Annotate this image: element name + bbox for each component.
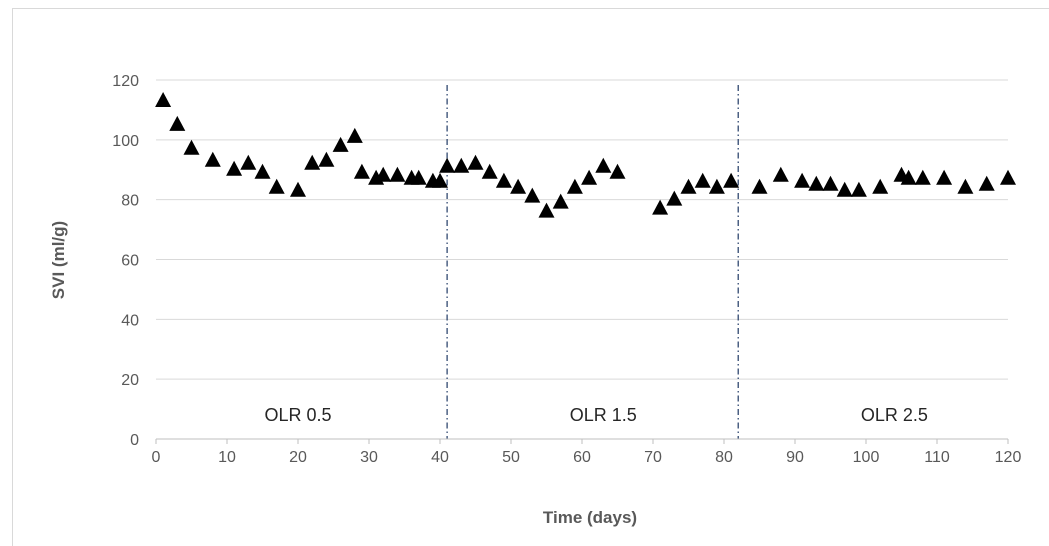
data-point-triangle	[680, 178, 697, 194]
data-point-triangle	[290, 181, 306, 197]
y-tick-label: 20	[121, 372, 139, 389]
data-point-triangle	[914, 169, 931, 185]
data-points	[155, 91, 1016, 218]
phase-label: OLR 0.5	[264, 405, 331, 425]
data-point-triangle	[850, 181, 867, 197]
data-point-triangle	[453, 157, 470, 173]
data-point-triangle	[936, 169, 953, 185]
data-point-triangle	[389, 166, 406, 182]
data-point-triangle	[375, 166, 392, 182]
data-point-triangle	[723, 172, 740, 188]
x-tick-label: 10	[218, 449, 236, 466]
data-point-triangle	[524, 187, 541, 203]
axes	[155, 438, 1009, 444]
phase-label: OLR 2.5	[861, 405, 928, 425]
data-point-triangle	[900, 169, 917, 185]
data-point-triangle	[552, 193, 569, 209]
phase-label: OLR 1.5	[570, 405, 637, 425]
data-point-triangle	[346, 127, 363, 143]
data-point-triangle	[566, 178, 583, 194]
data-point-triangle	[240, 154, 257, 170]
data-point-triangle	[183, 139, 200, 155]
data-point-triangle	[794, 172, 811, 188]
x-tick-label: 90	[786, 449, 804, 466]
data-point-triangle	[836, 181, 853, 197]
data-point-triangle	[666, 190, 683, 206]
data-point-triangle	[495, 172, 512, 188]
data-point-triangle	[772, 166, 789, 182]
y-tick-label: 100	[112, 133, 139, 150]
x-tick-label: 110	[924, 449, 950, 466]
data-point-triangle	[169, 115, 186, 131]
data-point-triangle	[254, 163, 271, 179]
data-point-triangle	[204, 151, 221, 167]
data-point-triangle	[353, 163, 370, 179]
x-tick-label: 50	[502, 449, 520, 466]
x-tick-label: 20	[289, 449, 307, 466]
data-point-triangle	[332, 136, 349, 152]
data-point-triangle	[1000, 169, 1016, 185]
x-tick-label: 40	[431, 449, 449, 466]
x-tick-label: 70	[644, 449, 662, 466]
y-axis-title: SVI (ml/g)	[49, 221, 68, 299]
data-point-triangle	[808, 175, 825, 191]
y-tick-label: 120	[112, 73, 139, 90]
phase-labels: OLR 0.5 OLR 1.5 OLR 2.5	[264, 405, 927, 425]
x-axis-title: Time (days)	[543, 508, 637, 527]
data-point-triangle	[581, 169, 598, 185]
data-point-triangle	[432, 172, 448, 188]
data-point-triangle	[481, 163, 498, 179]
chart-frame	[12, 8, 1049, 546]
data-point-triangle	[155, 91, 172, 107]
data-point-triangle	[872, 178, 889, 194]
y-tick-labels: 0 20 40 60 80 100 120	[112, 73, 139, 449]
data-point-triangle	[226, 160, 243, 176]
x-tick-label: 100	[853, 449, 880, 466]
data-point-triangle	[822, 175, 839, 191]
data-point-triangle	[957, 178, 974, 194]
y-tick-label: 80	[121, 193, 139, 210]
data-point-triangle	[595, 157, 612, 173]
data-point-triangle	[268, 178, 285, 194]
data-point-triangle	[978, 175, 995, 191]
data-point-triangle	[410, 169, 427, 185]
data-point-triangle	[538, 202, 555, 218]
data-point-triangle	[467, 154, 484, 170]
data-point-triangle	[708, 178, 725, 194]
data-point-triangle	[694, 172, 711, 188]
data-point-triangle	[510, 178, 527, 194]
x-tick-label: 80	[715, 449, 733, 466]
data-point-triangle	[439, 157, 456, 173]
x-tick-label: 60	[573, 449, 591, 466]
x-tick-label: 30	[360, 449, 378, 466]
phase-dividers	[446, 85, 739, 439]
y-tick-label: 0	[130, 432, 139, 449]
data-point-triangle	[751, 178, 768, 194]
gridlines	[156, 79, 1008, 380]
data-point-triangle	[304, 154, 321, 170]
data-point-triangle	[318, 151, 335, 167]
x-tick-label: 0	[152, 449, 161, 466]
data-point-triangle	[609, 163, 626, 179]
y-tick-label: 60	[121, 253, 139, 270]
y-tick-label: 40	[121, 312, 139, 329]
x-tick-labels: 0 10 20 30 40 50 60 70 80 90 100 110 120	[152, 449, 1022, 466]
data-point-triangle	[652, 199, 669, 215]
x-tick-label: 120	[995, 449, 1022, 466]
